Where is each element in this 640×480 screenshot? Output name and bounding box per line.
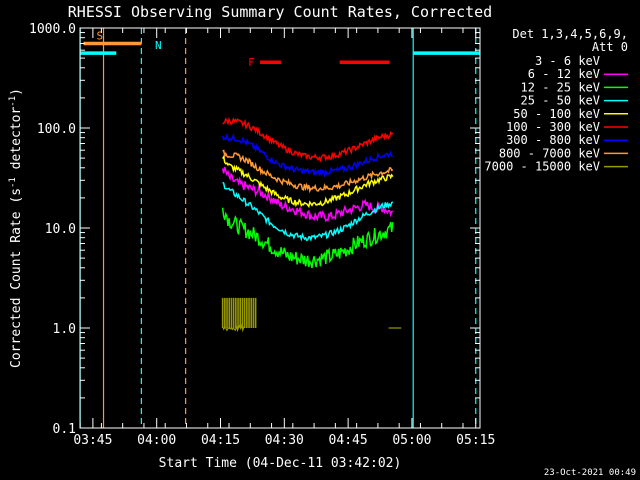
- svg-text:Corrected Count Rate (s-1 dete: Corrected Count Rate (s-1 detector-1): [8, 88, 24, 368]
- legend-label-3: 25 - 50 keV: [521, 94, 600, 108]
- axes: 0.1 1.0 10.0 100.0 1000.0 03:45 04:00 04:15 04:3…: [29, 22, 495, 448]
- series-line-3: [222, 181, 394, 242]
- series-line-0: [222, 140, 394, 187]
- legend-label-8: 7000 - 15000 keV: [484, 160, 600, 174]
- series-line-2: [221, 207, 394, 269]
- legend-label-2: 12 - 25 keV: [521, 80, 600, 94]
- legend-label-4: 50 - 100 keV: [513, 107, 600, 121]
- chart-title: RHESSI Observing Summary Count Rates, Co…: [68, 3, 492, 21]
- flag-s-label: S: [97, 29, 104, 42]
- y-axis-label: Corrected Count Rate (s-1 detector-1): [8, 88, 24, 368]
- x-tick-label-4: 04:45: [329, 433, 368, 448]
- series-line-4: [221, 154, 394, 209]
- x-tick-label-3: 04:30: [265, 433, 304, 448]
- series-line-5: [222, 116, 394, 163]
- plot-area: S N F: [79, 28, 480, 428]
- y-tick-label-0: 0.1: [53, 422, 76, 437]
- legend-header-line2: Att 0: [592, 40, 628, 54]
- flag-n-label: N: [155, 39, 162, 52]
- x-tick-label-5: 05:00: [392, 433, 431, 448]
- y-tick-label-2: 10.0: [45, 222, 76, 237]
- series-line-1: [221, 166, 393, 223]
- flag-f-label: F: [248, 56, 255, 69]
- legend-label-5: 100 - 300 keV: [506, 120, 600, 134]
- series-line-7: [222, 149, 394, 194]
- x-tick-label-2: 04:15: [201, 433, 240, 448]
- series-line-6: [221, 132, 393, 178]
- y-tick-label-4: 1000.0: [29, 22, 76, 37]
- legend-label-6: 300 - 800 keV: [506, 133, 600, 147]
- x-tick-label-6: 05:15: [456, 433, 495, 448]
- x-tick-label-1: 04:00: [137, 433, 176, 448]
- legend-label-1: 6 - 12 keV: [528, 67, 600, 81]
- plot-frame: [79, 27, 481, 429]
- x-tick-label-0: 03:45: [73, 433, 112, 448]
- legend-label-7: 800 - 7000 keV: [499, 146, 600, 160]
- footer-date: 23-Oct-2021 00:49: [544, 468, 636, 478]
- legend-header-line1: Det 1,3,4,5,6,9,: [512, 27, 628, 41]
- x-axis-label: Start Time (04-Dec-11 03:42:02): [159, 456, 402, 471]
- legend-label-0: 3 - 6 keV: [535, 54, 600, 68]
- y-tick-label-3: 100.0: [37, 122, 76, 137]
- y-tick-label-1: 1.0: [53, 322, 76, 337]
